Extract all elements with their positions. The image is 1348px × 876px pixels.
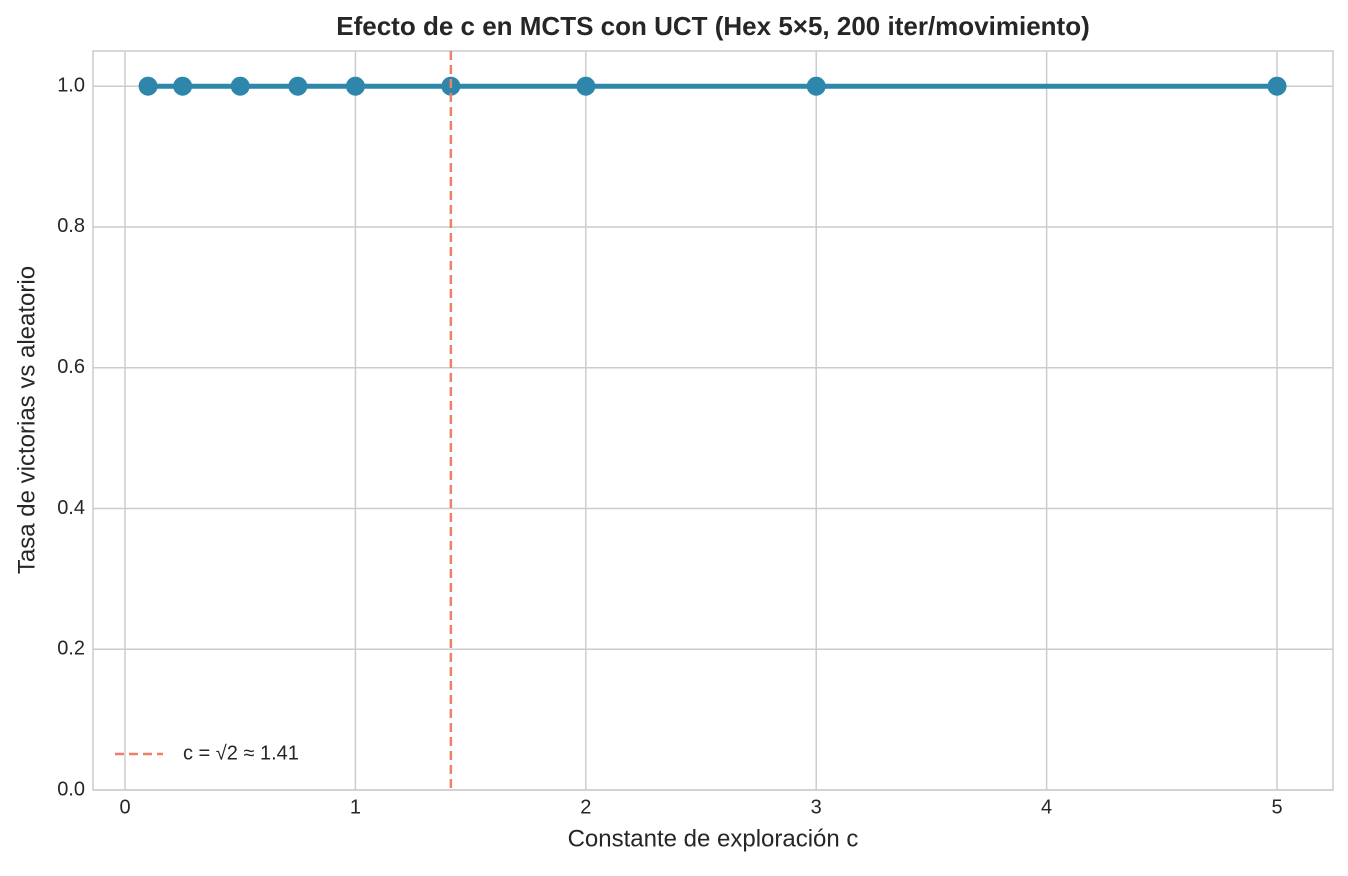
data-point: [806, 76, 826, 96]
data-point: [173, 76, 193, 96]
chart-title: Efecto de c en MCTS con UCT (Hex 5×5, 20…: [336, 11, 1089, 41]
y-axis-label: Tasa de victorias vs aleatorio: [13, 266, 40, 574]
data-point: [288, 76, 308, 96]
y-tick-label: 0.2: [57, 638, 85, 660]
data-point: [576, 76, 596, 96]
y-tick-label: 0.4: [57, 497, 85, 519]
x-tick-label: 2: [580, 796, 591, 818]
data-point: [1267, 76, 1287, 96]
x-tick-label: 4: [1041, 796, 1052, 818]
x-tick-label: 0: [119, 796, 130, 818]
data-point: [230, 76, 250, 96]
plot-frame: [92, 50, 1334, 791]
data-point: [345, 76, 365, 96]
x-tick-label: 3: [811, 796, 822, 818]
y-tick-label: 0.0: [57, 778, 85, 800]
y-tick-label: 0.8: [57, 215, 85, 237]
x-axis-label: Constante de exploración c: [568, 825, 859, 852]
y-tick-label: 0.6: [57, 356, 85, 378]
legend-label: c = √2 ≈ 1.41: [183, 742, 299, 764]
y-tick-label: 1.0: [57, 74, 85, 96]
x-tick-label: 1: [350, 796, 361, 818]
x-tick-label: 5: [1271, 796, 1282, 818]
data-point: [138, 76, 158, 96]
